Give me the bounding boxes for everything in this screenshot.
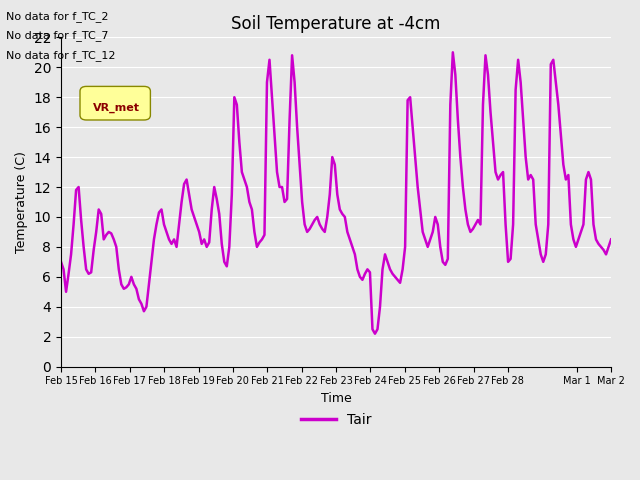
Text: No data for f_TC_12: No data for f_TC_12 xyxy=(6,49,116,60)
Text: VR_met: VR_met xyxy=(93,102,140,113)
Title: Soil Temperature at -4cm: Soil Temperature at -4cm xyxy=(231,15,441,33)
X-axis label: Time: Time xyxy=(321,392,351,405)
Legend: Tair: Tair xyxy=(295,407,377,432)
Text: No data for f_TC_7: No data for f_TC_7 xyxy=(6,30,109,41)
Text: No data for f_TC_2: No data for f_TC_2 xyxy=(6,11,109,22)
Y-axis label: Temperature (C): Temperature (C) xyxy=(15,151,28,253)
